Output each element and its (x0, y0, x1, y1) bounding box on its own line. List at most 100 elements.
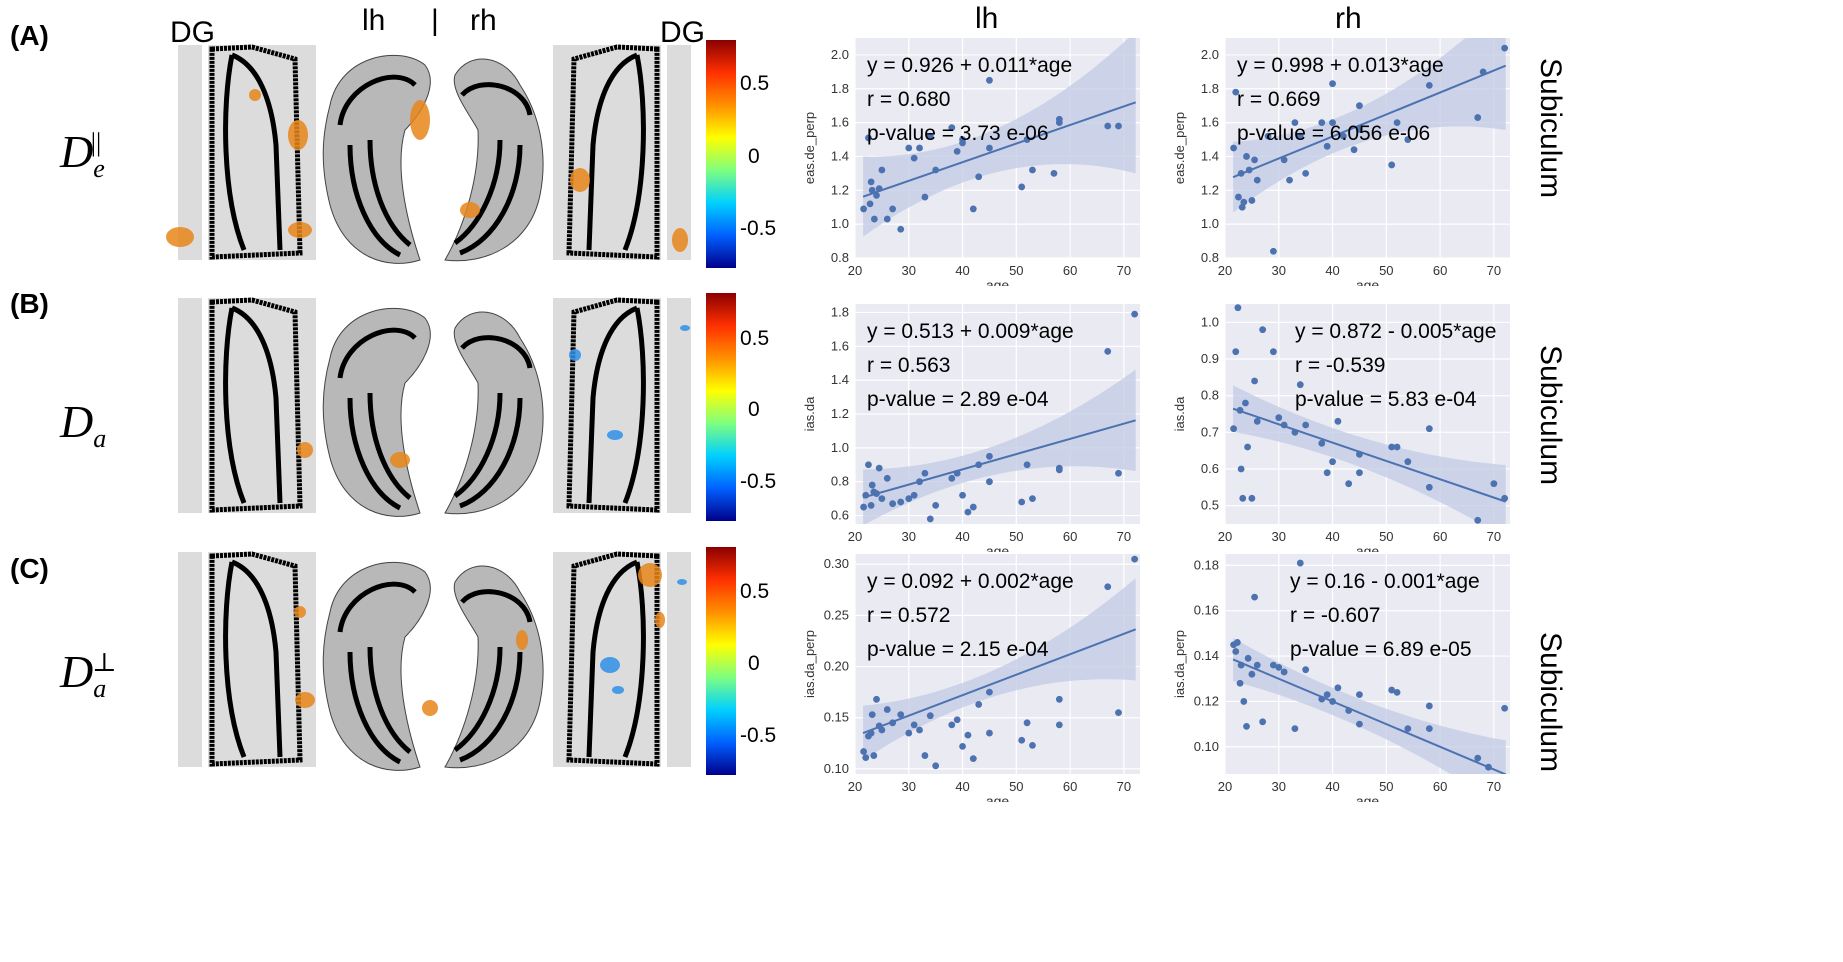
data-point (964, 508, 972, 516)
annotation-text: r = -0.607 (1290, 604, 1380, 627)
data-point (969, 755, 977, 763)
header-dg-right: DG (660, 16, 705, 49)
data-point (862, 754, 870, 762)
data-point (1425, 483, 1433, 491)
data-point (889, 500, 897, 508)
data-point (910, 154, 918, 162)
data-point (1275, 664, 1283, 671)
data-point (1329, 119, 1336, 127)
subfield-outline (230, 52, 283, 251)
data-point (889, 719, 897, 727)
data-point (1329, 80, 1336, 88)
data-point (1329, 698, 1336, 705)
x-tick-label: 20 (1218, 529, 1232, 544)
data-point (860, 503, 868, 511)
regression-line (1232, 64, 1507, 179)
data-point (953, 469, 961, 477)
cb-tick: -0.5 (740, 470, 777, 493)
rh-outline (453, 82, 533, 256)
y-tick-label: 0.15 (824, 710, 849, 725)
data-point (969, 205, 977, 213)
data-point (1237, 661, 1245, 669)
data-point (1393, 119, 1401, 127)
data-point (1245, 166, 1253, 174)
annotation-text: y = 0.092 + 0.002*age (867, 570, 1074, 593)
cluster-blob (288, 120, 308, 150)
annotation-text: y = 0.998 + 0.013*age (1237, 54, 1444, 77)
data-point (1251, 156, 1258, 164)
subfield-outline (586, 305, 639, 504)
subfield-outline (566, 551, 660, 767)
data-point (1393, 443, 1401, 451)
dg-strip-left (178, 298, 202, 513)
data-point (975, 173, 983, 181)
symbol-da: Da (60, 396, 107, 454)
header-dg-left: DG (170, 16, 215, 49)
data-point (905, 495, 913, 503)
data-point (1323, 142, 1331, 150)
data-point (1291, 725, 1299, 733)
data-point (969, 503, 977, 511)
data-point (1248, 494, 1256, 502)
data-point (1356, 450, 1363, 458)
data-point (1023, 136, 1031, 143)
data-point (1251, 377, 1258, 385)
map-row-b (178, 297, 691, 517)
x-tick-label: 60 (1063, 779, 1077, 794)
y-tick-label: 1.0 (1201, 314, 1219, 329)
data-point (1501, 494, 1509, 502)
x-tick-label: 20 (1218, 263, 1232, 278)
data-point (948, 721, 956, 729)
x-axis-label: age (1356, 543, 1380, 552)
subfield-outline (209, 44, 303, 260)
data-point (1388, 686, 1396, 694)
cluster-blob (294, 606, 306, 618)
data-point (866, 200, 874, 208)
x-tick-label: 40 (955, 263, 969, 278)
data-point (1291, 428, 1299, 436)
data-point (932, 501, 940, 509)
header-col-rh: rh (1335, 2, 1362, 35)
subfield-outline (622, 54, 646, 251)
y-tick-label: 2.0 (831, 47, 849, 62)
data-point (1244, 654, 1252, 662)
data-point (1291, 119, 1299, 127)
data-point (1253, 176, 1261, 184)
data-point (870, 215, 878, 223)
data-point (1356, 469, 1363, 477)
x-tick-label: 20 (848, 263, 862, 278)
cb-tick: -0.5 (740, 724, 777, 747)
cluster-blob (569, 349, 581, 361)
data-point (873, 191, 880, 199)
data-point (986, 76, 993, 84)
data-point (897, 498, 905, 506)
data-point (953, 147, 961, 155)
y-tick-label: 1.8 (1201, 81, 1219, 96)
x-tick-label: 70 (1487, 529, 1501, 544)
data-point (1280, 421, 1288, 429)
subfield-outline (223, 307, 247, 504)
cluster-blob (249, 89, 261, 101)
data-point (1334, 417, 1342, 425)
data-point (1404, 136, 1412, 143)
subfield-outline (566, 44, 660, 260)
annotation-text: p-value = 2.89 e-04 (867, 388, 1049, 411)
data-point (1251, 593, 1258, 601)
x-tick-label: 50 (1009, 779, 1023, 794)
y-tick-label: 0.18 (1194, 557, 1219, 572)
symbol-de-parallel: De|| (60, 126, 105, 184)
y-tick-label: 0.8 (831, 474, 849, 489)
confidence-band (1233, 38, 1506, 213)
data-point (875, 464, 883, 472)
regression-line (862, 419, 1136, 499)
y-tick-label: 1.4 (831, 148, 849, 163)
x-tick-label: 20 (848, 529, 862, 544)
annotation-text: r = 0.669 (1237, 88, 1320, 111)
data-point (1023, 461, 1031, 469)
header-rh: rh (470, 4, 497, 37)
data-point (921, 193, 929, 201)
data-point (1240, 198, 1248, 206)
x-tick-label: 70 (1117, 529, 1131, 544)
data-point (921, 469, 929, 477)
data-point (868, 711, 876, 719)
